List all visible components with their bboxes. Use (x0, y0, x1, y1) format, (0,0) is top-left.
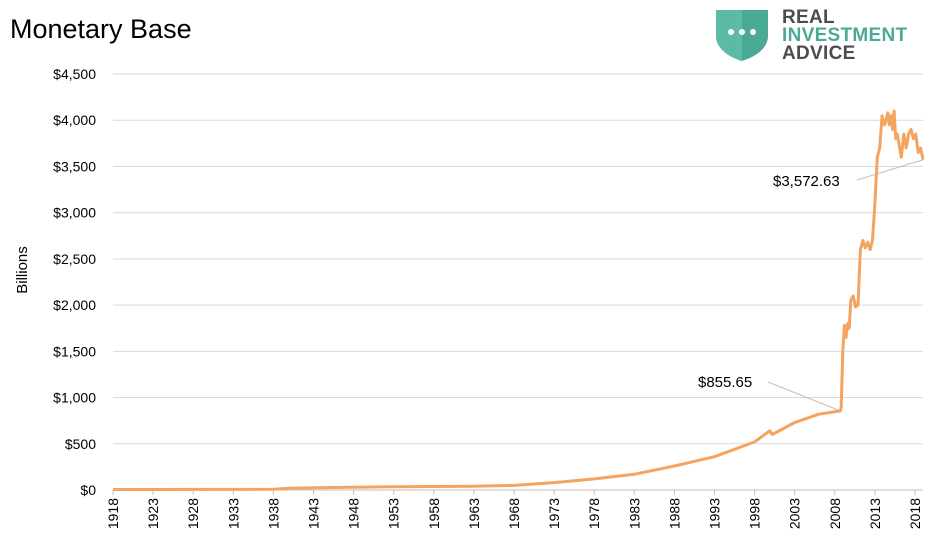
y-tick-label: $500 (65, 436, 96, 452)
shield-chat-icon (716, 10, 768, 61)
series-group (112, 109, 925, 491)
y-tick-label: $2,000 (53, 297, 96, 313)
x-tick-label: 1993 (706, 498, 722, 529)
x-tick-label: 1943 (305, 498, 321, 529)
annotation-label: $855.65 (698, 374, 752, 391)
y-tick-label: $4,500 (53, 66, 96, 82)
y-tick-label: $3,000 (53, 205, 96, 221)
x-tick-label: 1918 (105, 498, 121, 529)
annotation-label: $3,572.63 (773, 173, 840, 190)
y-axis-ticks: $0 $500 $1,000 $1,500 $2,000 $2,500 $3,000 $3,5… (53, 66, 96, 498)
x-tick-label: 1968 (506, 498, 522, 529)
x-tick-label: 1978 (586, 498, 602, 529)
x-tick-label: 2013 (867, 498, 883, 529)
x-tick-label: 1988 (666, 498, 682, 529)
y-tick-label: $4,000 (53, 112, 96, 128)
annotation-leader (767, 381, 841, 412)
gridlines (113, 73, 923, 491)
x-tick-label: 1933 (225, 498, 241, 529)
annotations: $855.65 $3,572.63 (698, 159, 924, 412)
y-tick-label: $1,500 (53, 343, 96, 359)
annotation-leader (856, 159, 924, 181)
x-tick-label: 1958 (426, 498, 442, 529)
x-tick-label: 1973 (546, 498, 562, 529)
y-tick-label: $1,000 (53, 390, 96, 406)
x-tick-label: 1938 (265, 498, 281, 529)
x-tick-label: 2018 (907, 498, 923, 529)
y-tick-label: $2,500 (53, 251, 96, 267)
x-tick-label: 1983 (626, 498, 642, 529)
series-line (112, 109, 925, 491)
y-tick-label: $3,500 (53, 158, 96, 174)
brand-line-3: ADVICE (782, 43, 856, 64)
y-tick-label: $0 (80, 482, 96, 498)
x-tick-label: 1923 (145, 498, 161, 529)
x-tick-label: 2003 (787, 498, 803, 529)
brand-line-1: REAL (782, 7, 835, 28)
brand-line-2: INVESTMENT (782, 25, 908, 46)
x-tick-label: 2008 (827, 498, 843, 529)
chart-title: Monetary Base (10, 14, 192, 44)
brand-logo: REAL INVESTMENT ADVICE (712, 6, 932, 66)
x-axis-ticks: 1918 1923 1928 1933 1938 1943 1948 1953 1958 1963… (105, 490, 923, 529)
x-tick-label: 1963 (466, 498, 482, 529)
y-axis-label: Billions (14, 246, 31, 294)
x-tick-label: 1928 (185, 498, 201, 529)
x-tick-label: 1998 (747, 498, 763, 529)
x-tick-label: 1953 (386, 498, 402, 529)
x-tick-label: 1948 (346, 498, 362, 529)
